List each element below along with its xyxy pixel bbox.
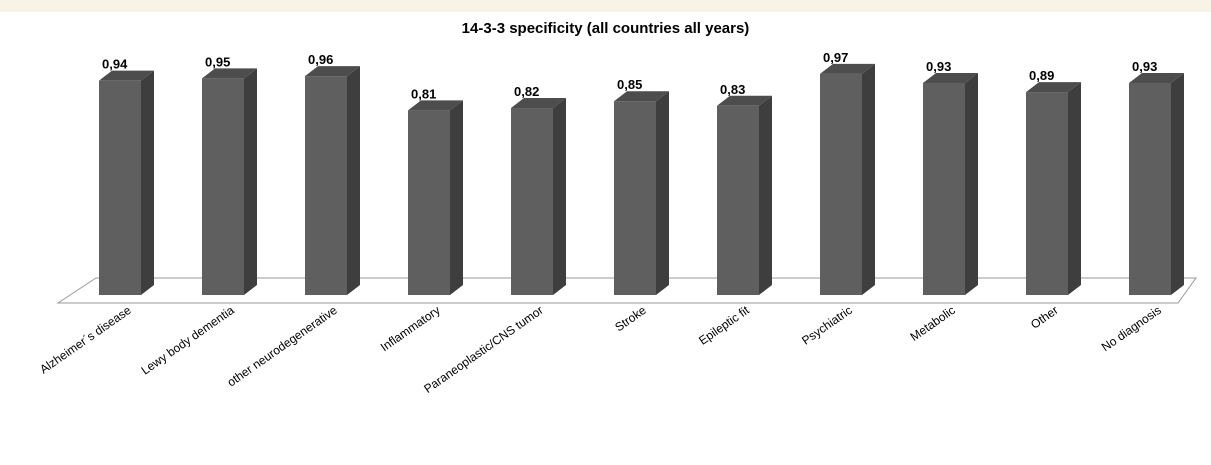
bar bbox=[1026, 82, 1081, 295]
bar-side bbox=[759, 95, 772, 295]
bars-group bbox=[99, 63, 1184, 296]
data-label: 0,83 bbox=[720, 82, 745, 97]
bar-front bbox=[923, 82, 965, 296]
bar-side bbox=[347, 66, 360, 296]
bar-top bbox=[1129, 72, 1184, 83]
bar bbox=[511, 98, 566, 295]
bar-side bbox=[1068, 82, 1081, 295]
bar-front bbox=[511, 108, 553, 295]
bar-front bbox=[614, 101, 656, 295]
bar bbox=[408, 100, 463, 295]
chart-title: 14-3-3 specificity (all countries all ye… bbox=[461, 20, 750, 37]
bar-top bbox=[305, 66, 360, 77]
data-label: 0,97 bbox=[823, 50, 848, 65]
tick-labels-group: Alzheimer´s disease Lewy body dementiaoth… bbox=[37, 303, 1164, 396]
bar-side bbox=[862, 63, 875, 296]
bar-top bbox=[820, 63, 875, 74]
bar bbox=[820, 63, 875, 296]
data-label: 0,96 bbox=[308, 52, 333, 67]
bar-side bbox=[141, 70, 154, 296]
bar-top bbox=[202, 68, 257, 79]
bar-top bbox=[1026, 82, 1081, 93]
bar-side bbox=[450, 100, 463, 295]
bar-front bbox=[99, 80, 141, 296]
category-tick-label: Metabolic bbox=[908, 303, 958, 344]
value-labels-group: 0,94 0,95 0,96 0,81 0,82 0,85 0,83 0,97 0,93 0,89… bbox=[102, 50, 1157, 101]
data-label: 0,85 bbox=[617, 77, 642, 92]
data-label: 0,81 bbox=[411, 86, 436, 101]
bar-top bbox=[717, 95, 772, 106]
bar-top bbox=[408, 100, 463, 111]
category-tick-label: Psychiatric bbox=[799, 303, 855, 348]
data-label: 0,94 bbox=[102, 57, 128, 72]
bar-front bbox=[820, 73, 862, 295]
bar-side bbox=[553, 98, 566, 295]
category-tick-label: Paraneoplastic/CNS tumor bbox=[421, 303, 545, 396]
data-label: 0,89 bbox=[1029, 68, 1054, 83]
bar-top bbox=[511, 98, 566, 109]
category-tick-label: Alzheimer´s disease bbox=[37, 303, 134, 377]
bar bbox=[305, 66, 360, 296]
bar-side bbox=[244, 68, 257, 296]
data-label: 0,95 bbox=[205, 54, 230, 69]
bar bbox=[1129, 72, 1184, 296]
bar bbox=[99, 70, 154, 296]
category-tick-label: Inflammatory bbox=[378, 303, 443, 354]
data-label: 0,93 bbox=[1132, 59, 1157, 74]
category-tick-label: other neurodegenerative bbox=[225, 303, 340, 390]
bar-side bbox=[965, 72, 978, 296]
bar bbox=[614, 91, 669, 295]
bar-top bbox=[99, 70, 154, 81]
bar-top bbox=[614, 91, 669, 102]
bar-side bbox=[1171, 72, 1184, 296]
bar-top bbox=[923, 72, 978, 83]
bar bbox=[923, 72, 978, 296]
bar-front bbox=[408, 110, 450, 295]
bar-side bbox=[656, 91, 669, 295]
data-label: 0,93 bbox=[926, 59, 951, 74]
bar-front bbox=[305, 76, 347, 296]
bar-front bbox=[717, 105, 759, 295]
bar-front bbox=[1026, 92, 1068, 295]
category-tick-label: Lewy body dementia bbox=[139, 303, 237, 378]
category-tick-label: Other bbox=[1028, 303, 1061, 332]
header-strip bbox=[0, 0, 1211, 12]
category-tick-label: Stroke bbox=[612, 303, 649, 335]
bar-front bbox=[1129, 82, 1171, 296]
bar bbox=[717, 95, 772, 295]
bar bbox=[202, 68, 257, 296]
category-tick-label: No diagnosis bbox=[1099, 303, 1164, 354]
bar-front bbox=[202, 78, 244, 296]
data-label: 0,82 bbox=[514, 84, 539, 99]
category-tick-label: Epileptic fit bbox=[696, 303, 752, 348]
